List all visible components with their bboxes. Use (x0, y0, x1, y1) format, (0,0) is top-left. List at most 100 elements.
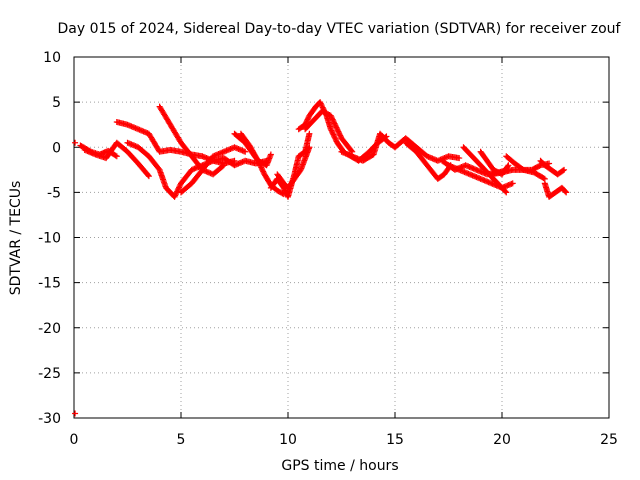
data-point (72, 410, 79, 417)
x-tick-label: 0 (70, 432, 79, 448)
data-marker (255, 159, 262, 166)
data-marker (328, 113, 335, 120)
data-marker (175, 185, 182, 192)
data-point (456, 155, 463, 162)
data-marker (112, 152, 119, 159)
data-marker (317, 100, 324, 107)
series-arc-12 (302, 108, 356, 155)
axis-ticks (73, 56, 610, 419)
data-marker (331, 132, 338, 139)
data-point (509, 180, 516, 187)
chart-title: Day 015 of 2024, Sidereal Day-to-day VTE… (58, 21, 622, 37)
data-point (220, 162, 227, 169)
data-point (306, 130, 313, 137)
data-marker (330, 119, 337, 126)
y-tick-label: -30 (38, 411, 61, 427)
data-point (145, 173, 152, 180)
series-arc-19 (460, 144, 510, 196)
data-point (505, 162, 512, 169)
y-tick-label: -25 (38, 366, 61, 382)
data-points (72, 99, 570, 417)
data-marker (318, 101, 325, 108)
x-tick-label: 15 (386, 432, 404, 448)
series-arc-14 (344, 133, 390, 164)
data-point (503, 189, 510, 196)
grid (74, 57, 609, 418)
data-marker (254, 156, 261, 163)
data-point (242, 148, 249, 155)
data-point (231, 157, 238, 164)
data-marker (328, 127, 335, 134)
data-marker (559, 167, 566, 174)
data-marker (502, 188, 509, 195)
data-point (171, 193, 178, 200)
data-point (306, 144, 313, 151)
y-axis-label: SDTVAR / TECUs (8, 181, 24, 296)
series-arc-24 (541, 180, 570, 200)
series-arc-8 (237, 130, 287, 198)
data-point (113, 153, 120, 160)
data-marker (219, 163, 226, 170)
data-marker (256, 161, 263, 168)
data-marker (329, 115, 336, 122)
series-arc-23 (537, 157, 568, 178)
y-tick-label: 0 (52, 140, 61, 156)
series-arc-10 (274, 144, 313, 191)
series-arc-22 (488, 166, 548, 182)
data-marker (562, 188, 569, 195)
data-marker (331, 134, 338, 141)
x-axis-label: GPS time / hours (281, 458, 398, 474)
data-point (72, 139, 79, 146)
data-point (561, 166, 568, 173)
data-marker (536, 162, 543, 169)
series-outlier (72, 139, 79, 417)
data-marker (330, 117, 337, 124)
data-point (267, 151, 274, 158)
x-tick-label: 5 (177, 432, 186, 448)
data-point (563, 189, 570, 196)
y-tick-label: -5 (47, 185, 61, 201)
data-marker (337, 132, 344, 139)
data-marker (330, 131, 337, 138)
data-marker (145, 172, 152, 179)
axis-tick-labels: 0 5 10 15 20 25 -30 -25 -20 -15 -10 -5 0 5 10 (38, 50, 618, 448)
data-marker (329, 128, 336, 135)
data-marker (258, 165, 265, 172)
data-marker (332, 135, 339, 142)
data-marker (334, 127, 341, 134)
data-marker (335, 129, 342, 136)
data-point (255, 157, 262, 164)
data-marker (333, 124, 340, 131)
x-tick-label: 20 (493, 432, 511, 448)
data-marker (257, 163, 264, 170)
data-marker (334, 125, 341, 132)
data-marker (174, 187, 181, 194)
data-marker (329, 130, 336, 137)
data-marker (540, 175, 547, 182)
data-marker (329, 116, 336, 123)
series-arc-6 (178, 144, 249, 196)
x-tick-label: 25 (600, 432, 618, 448)
data-point (383, 133, 390, 140)
data-marker (259, 167, 266, 174)
y-tick-label: -15 (38, 276, 61, 292)
data-marker (348, 147, 355, 154)
data-marker (332, 137, 339, 144)
data-marker (172, 192, 179, 199)
series-arc-2 (81, 139, 152, 180)
data-marker (335, 128, 342, 135)
data-marker (260, 168, 267, 175)
data-marker (176, 184, 183, 191)
data-point (327, 112, 334, 119)
data-point (327, 126, 334, 133)
y-tick-label: 10 (43, 50, 61, 66)
data-marker (331, 120, 338, 127)
data-marker (172, 191, 179, 198)
data-marker (336, 131, 343, 138)
data-marker (258, 164, 265, 171)
data-marker (332, 123, 339, 130)
y-tick-label: -10 (38, 231, 61, 247)
y-tick-label: 5 (52, 95, 61, 111)
